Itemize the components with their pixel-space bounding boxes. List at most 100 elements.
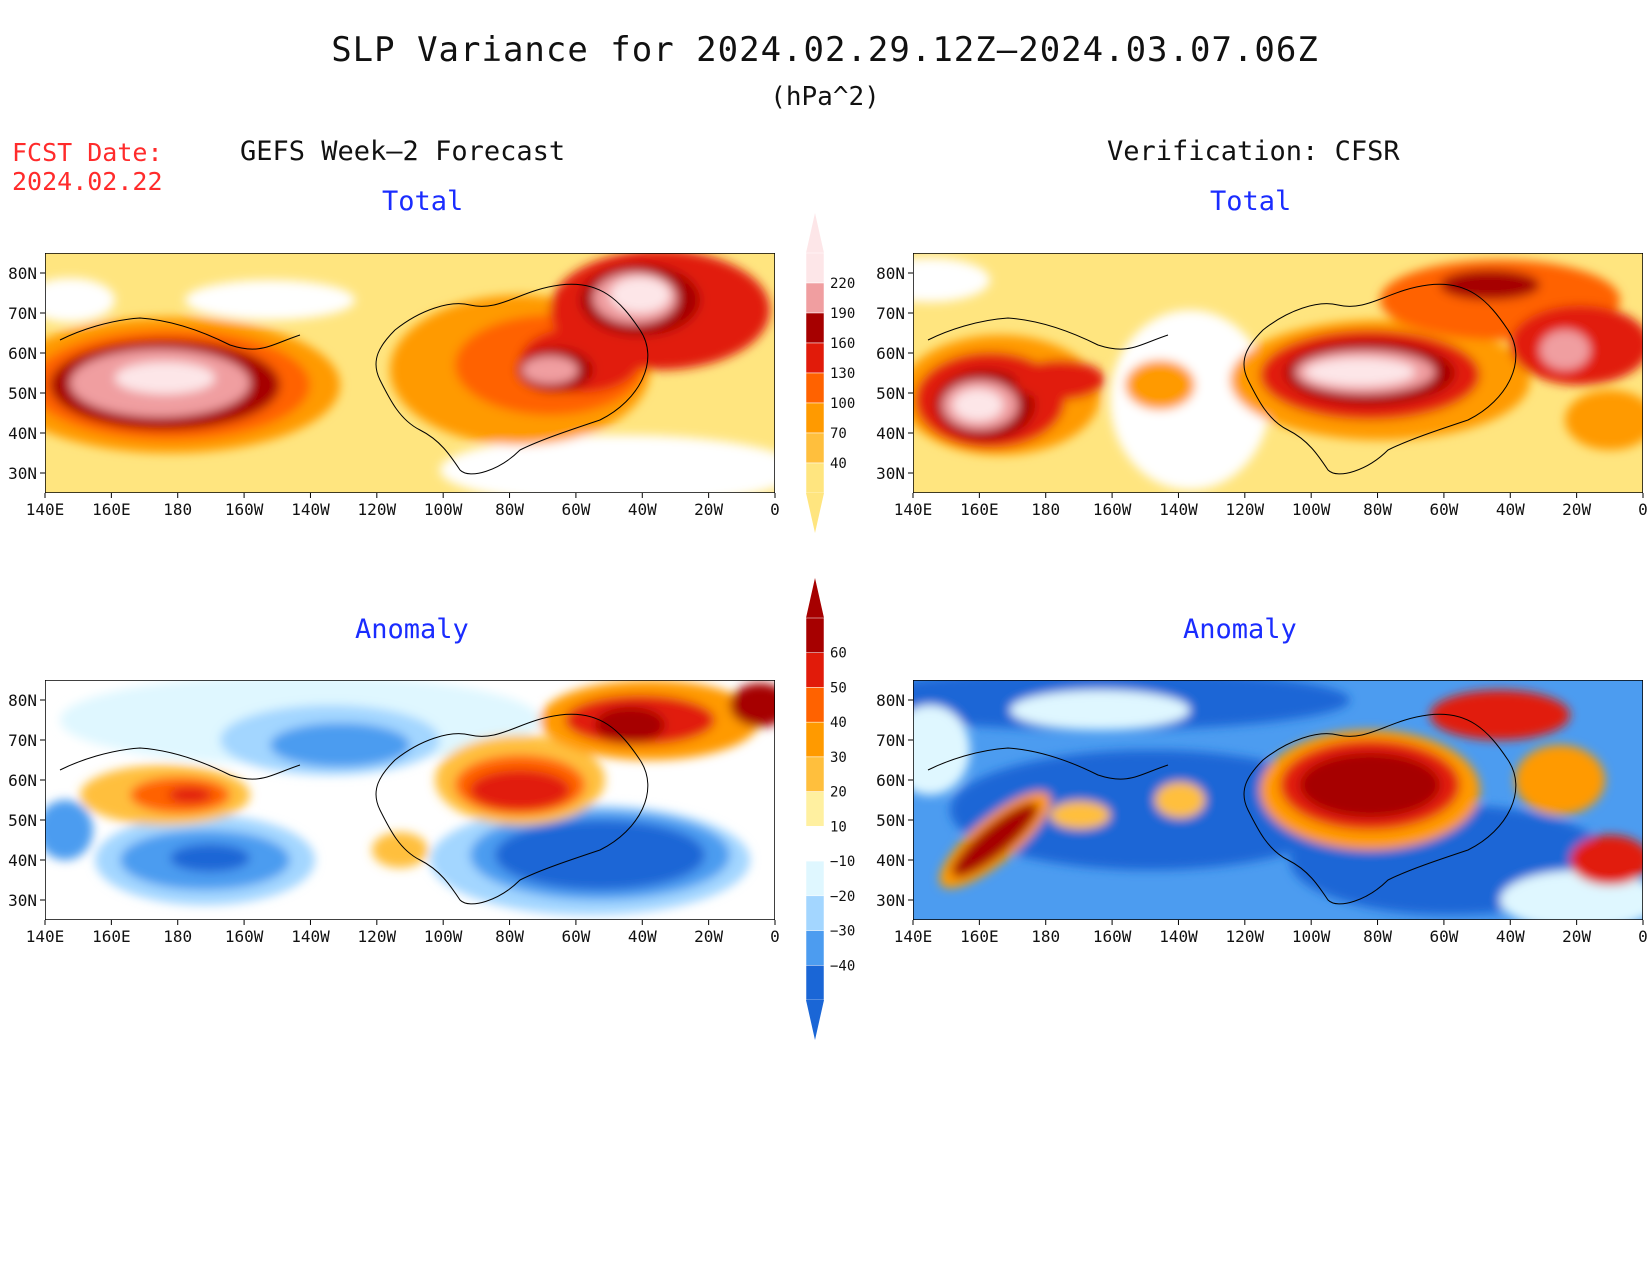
lon-tick-label: 160E: [960, 927, 999, 946]
total-colorbar-label: 100: [830, 396, 855, 412]
lon-tick-label: 40W: [628, 500, 657, 519]
lon-tick-label: 40W: [1496, 500, 1525, 519]
anomaly-colorbar-swatch: [805, 860, 825, 897]
anomaly-colorbar-label: 10: [830, 819, 847, 835]
lon-tick-label: 140W: [1159, 500, 1198, 519]
total-colorbar-label: 40: [830, 456, 847, 472]
units-subtitle: (hPa^2): [770, 82, 880, 112]
lon-tick-label: 60W: [561, 500, 590, 519]
anomaly-colorbar-swatch: [805, 791, 825, 827]
anomaly-colorbar-label: −20: [830, 889, 855, 905]
lon-tick-label: 100W: [424, 927, 463, 946]
lon-tick-label: 160W: [225, 927, 264, 946]
lon-tick-label: 0: [1638, 500, 1648, 519]
lon-tick-label: 180: [163, 927, 192, 946]
lon-tick-label: 60W: [561, 927, 590, 946]
lat-tick-label: 80N: [876, 691, 905, 710]
lon-tick-label: 160W: [1093, 500, 1132, 519]
lon-tick-label: 120W: [358, 500, 397, 519]
lat-tick-label: 60N: [876, 771, 905, 790]
lat-tick-label: 30N: [8, 464, 37, 483]
colorbars: 220 190 160 130 100 70 40 60 50 40 30 20 10 −10 −20 −30…: [805, 213, 855, 1040]
lon-tick-label: 140E: [894, 500, 933, 519]
lon-tick-label: 20W: [694, 500, 723, 519]
lat-tick-label: 40N: [876, 424, 905, 443]
total-colorbar-bottom-arrow: [806, 493, 824, 533]
total-colorbar-label: 70: [830, 426, 847, 442]
fcst-date-label: FCST Date:: [12, 138, 163, 167]
lat-tick-label: 50N: [8, 811, 37, 830]
lat-tick-label: 40N: [8, 424, 37, 443]
anomaly-colorbar-label: −40: [830, 958, 855, 974]
lat-tick-label: 60N: [8, 771, 37, 790]
lon-tick-label: 180: [1031, 500, 1060, 519]
lat-tick-label: 50N: [876, 384, 905, 403]
lon-tick-label: 160E: [960, 500, 999, 519]
lat-tick-label: 70N: [876, 731, 905, 750]
anomaly-colorbar-swatch: [805, 652, 825, 688]
lon-tick-label: 140W: [1159, 927, 1198, 946]
lon-tick-label: 100W: [1292, 927, 1331, 946]
anomaly-colorbar-bottom-arrow: [806, 1000, 824, 1040]
lon-tick-label: 0: [770, 500, 780, 519]
lon-tick-label: 0: [1638, 927, 1648, 946]
lon-tick-label: 40W: [1496, 927, 1525, 946]
total-colorbar-label: 130: [830, 366, 855, 382]
lat-tick-label: 50N: [876, 811, 905, 830]
fcst-date-block: FCST Date: 2024.02.22: [12, 138, 163, 196]
lat-tick-label: 30N: [876, 891, 905, 910]
lat-tick-label: 70N: [8, 304, 37, 323]
anomaly-colorbar-swatch: [805, 895, 825, 931]
lat-tick-label: 80N: [8, 691, 37, 710]
lon-tick-label: 80W: [495, 500, 524, 519]
lat-tick-label: 70N: [876, 304, 905, 323]
total-colorbar-label: 220: [830, 276, 855, 292]
map-cfsr-total: [913, 253, 1643, 493]
anomaly-colorbar-label: −10: [830, 854, 855, 870]
lon-tick-label: 0: [770, 927, 780, 946]
lat-tick-label: 30N: [876, 464, 905, 483]
lat-tick-label: 40N: [876, 851, 905, 870]
panel-title-cfsr-anomaly: Anomaly: [1183, 614, 1297, 645]
fcst-date-value: 2024.02.22: [12, 167, 163, 196]
total-colorbar-swatch: [805, 282, 825, 314]
lon-tick-label: 160E: [92, 927, 131, 946]
panel-title-cfsr-total: Total: [1210, 186, 1292, 217]
panel-title-gefs-total: Total: [382, 186, 464, 217]
map-gefs-total: [45, 253, 775, 493]
total-colorbar-label: 190: [830, 306, 855, 322]
total-colorbar-swatch: [805, 432, 825, 464]
anomaly-colorbar-swatch: [805, 826, 825, 862]
total-colorbar-swatch: [805, 252, 825, 284]
lat-tick-label: 80N: [8, 264, 37, 283]
lon-tick-label: 180: [163, 500, 192, 519]
anomaly-colorbar-label: 20: [830, 785, 847, 801]
anomaly-colorbar-swatch: [805, 721, 825, 758]
lat-tick-label: 60N: [876, 344, 905, 363]
map-gefs-anomaly: [45, 680, 775, 920]
anomaly-colorbar-swatch: [805, 930, 825, 966]
left-column-header: GEFS Week–2 Forecast: [240, 136, 566, 167]
anomaly-colorbar-label: −30: [830, 924, 855, 940]
lon-tick-label: 120W: [1226, 500, 1265, 519]
lat-tick-label: 80N: [876, 264, 905, 283]
panel-title-gefs-anomaly: Anomaly: [355, 614, 469, 645]
total-colorbar-swatch: [805, 312, 825, 344]
lon-tick-label: 100W: [424, 500, 463, 519]
lon-tick-label: 160W: [1093, 927, 1132, 946]
lon-tick-label: 80W: [495, 927, 524, 946]
figure-title: SLP Variance for 2024.02.29.12Z–2024.03.…: [331, 30, 1319, 70]
lon-tick-label: 180: [1031, 927, 1060, 946]
lon-tick-label: 140E: [894, 927, 933, 946]
lon-tick-label: 20W: [1562, 927, 1591, 946]
total-colorbar-swatch: [805, 402, 825, 434]
lon-tick-label: 140W: [291, 500, 330, 519]
anomaly-colorbar-swatch: [805, 617, 825, 653]
lon-tick-label: 80W: [1363, 927, 1392, 946]
total-colorbar-top-arrow: [806, 213, 824, 253]
lat-tick-label: 30N: [8, 891, 37, 910]
total-colorbar-label: 160: [830, 336, 855, 352]
anomaly-colorbar-swatch: [805, 687, 825, 723]
anomaly-colorbar-swatch: [805, 965, 825, 1001]
